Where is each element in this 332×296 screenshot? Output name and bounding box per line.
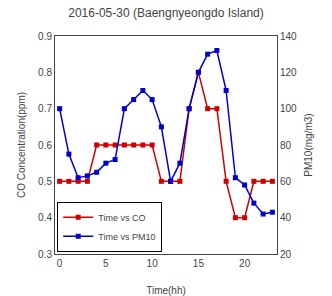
svg-text:15: 15 [193,258,205,269]
svg-text:0.8: 0.8 [38,67,52,78]
svg-text:120: 120 [280,67,297,78]
svg-text:0.5: 0.5 [38,176,52,187]
svg-text:100: 100 [280,103,297,114]
svg-text:PM10(mg/m3): PM10(mg/m3) [303,113,314,176]
svg-text:140: 140 [280,31,297,42]
svg-text:0.9: 0.9 [38,31,52,42]
svg-text:0.3: 0.3 [38,249,52,260]
svg-text:20: 20 [239,258,251,269]
svg-text:0.7: 0.7 [38,103,52,114]
svg-text:40: 40 [280,212,292,223]
svg-text:Time(hh): Time(hh) [146,285,186,296]
svg-text:Time vs CO: Time vs CO [98,213,145,223]
svg-text:80: 80 [280,140,292,151]
svg-text:60: 60 [280,176,292,187]
svg-text:0: 0 [57,258,63,269]
svg-text:10: 10 [147,258,159,269]
svg-text:5: 5 [103,258,109,269]
svg-text:0.6: 0.6 [38,140,52,151]
svg-text:Time vs PM10: Time vs PM10 [98,232,155,242]
svg-text:20: 20 [280,249,292,260]
svg-text:CO Concentration(ppm): CO Concentration(ppm) [16,92,27,198]
svg-text:0.4: 0.4 [38,212,52,223]
svg-text:2016-05-30 (Baengnyeongdo Isla: 2016-05-30 (Baengnyeongdo Island) [68,6,263,20]
